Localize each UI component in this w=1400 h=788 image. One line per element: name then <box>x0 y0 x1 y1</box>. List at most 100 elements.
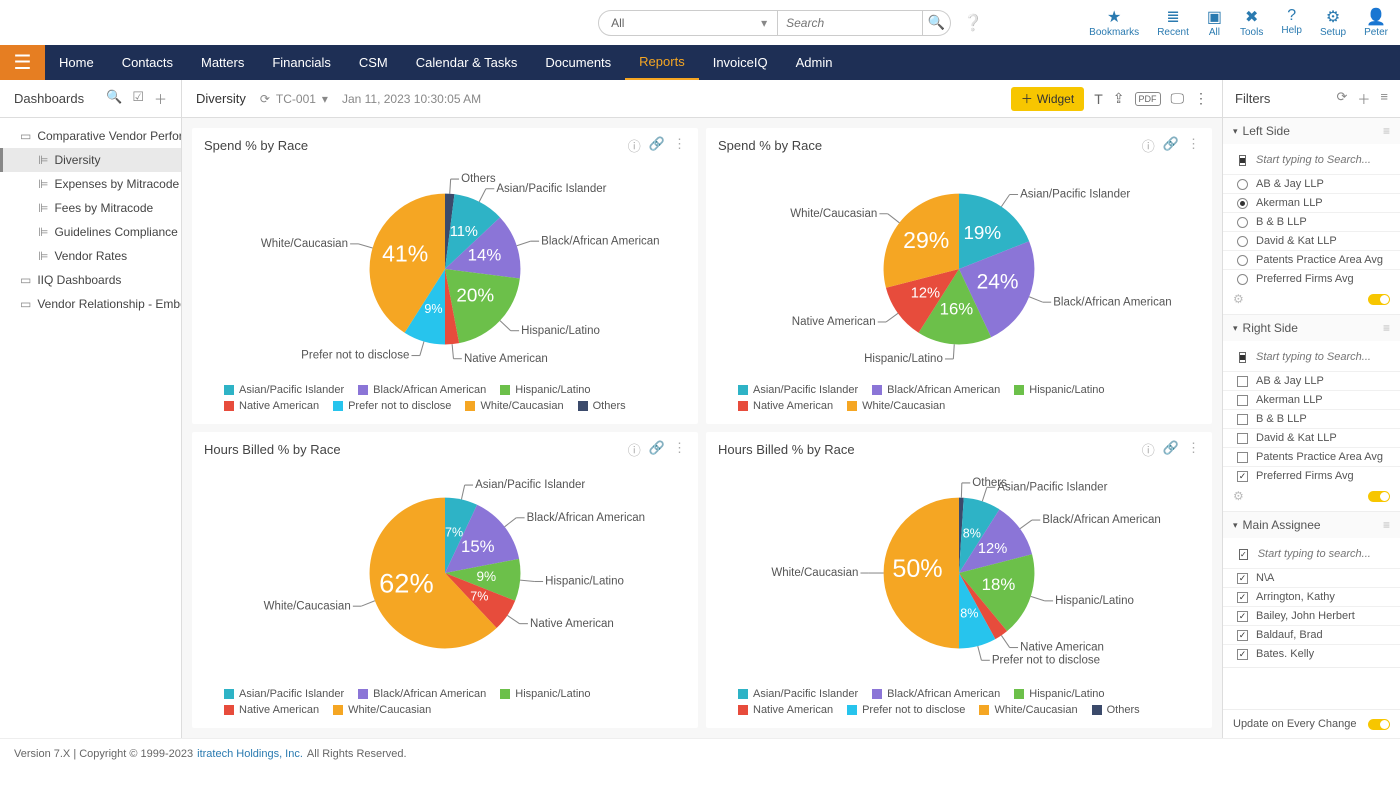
filter-row[interactable]: B & B LLP <box>1223 212 1400 231</box>
filter-row[interactable]: Patents Practice Area Avg <box>1223 250 1400 269</box>
tree-item[interactable]: ▭IIQ Dashboards <box>0 268 181 292</box>
filter-row[interactable]: AB & Jay LLP <box>1223 371 1400 390</box>
filter-row[interactable]: B & B LLP <box>1223 409 1400 428</box>
nav-contacts[interactable]: Contacts <box>108 45 187 80</box>
card-more-icon[interactable]: ⋮ <box>1187 136 1200 155</box>
search-input[interactable] <box>778 10 923 36</box>
update-toggle[interactable] <box>1368 719 1390 730</box>
select-all-check[interactable] <box>1239 352 1246 363</box>
group-toggle[interactable] <box>1368 294 1390 305</box>
hamburger-icon[interactable]: ☰ <box>0 45 45 80</box>
checkbox-icon[interactable] <box>1237 630 1248 641</box>
radio-icon[interactable] <box>1237 274 1248 285</box>
filter-search-input[interactable] <box>1254 544 1400 564</box>
nav-calendar-tasks[interactable]: Calendar & Tasks <box>402 45 532 80</box>
top-icon-recent[interactable]: ≣Recent <box>1157 7 1189 38</box>
add-widget-button[interactable]: ＋ Widget <box>1011 87 1084 111</box>
checkbox-icon[interactable] <box>1237 471 1248 482</box>
nav-invoiceiq[interactable]: InvoiceIQ <box>699 45 782 80</box>
tc-selector[interactable]: ⟳ TC-001 ▾ <box>260 92 328 106</box>
filter-row[interactable]: Akerman LLP <box>1223 390 1400 409</box>
filter-search-input[interactable] <box>1252 347 1400 367</box>
checkbox-icon[interactable] <box>1237 573 1248 584</box>
nav-admin[interactable]: Admin <box>782 45 847 80</box>
filter-group-head[interactable]: ▾Main Assignee≡ <box>1223 512 1400 538</box>
refresh-icon[interactable]: ⟳ <box>1336 89 1347 108</box>
nav-home[interactable]: Home <box>45 45 108 80</box>
tree-item[interactable]: ⊫Guidelines Compliance <box>0 220 181 244</box>
filter-row[interactable]: Akerman LLP <box>1223 193 1400 212</box>
link-icon[interactable]: 🔗 <box>649 440 665 459</box>
filter-row[interactable]: Bailey, John Herbert <box>1223 606 1400 625</box>
checkbox-icon[interactable] <box>1237 395 1248 406</box>
menu-icon[interactable]: ≡ <box>1380 89 1388 108</box>
text-icon[interactable]: T <box>1094 91 1103 107</box>
select-all-check[interactable] <box>1239 549 1248 560</box>
filter-row[interactable]: N\A <box>1223 568 1400 587</box>
radio-icon[interactable] <box>1237 255 1248 266</box>
checkbox-icon[interactable] <box>1237 414 1248 425</box>
card-more-icon[interactable]: ⋮ <box>1187 440 1200 459</box>
top-icon-help[interactable]: ?Help <box>1281 7 1302 38</box>
nav-matters[interactable]: Matters <box>187 45 258 80</box>
nav-documents[interactable]: Documents <box>531 45 625 80</box>
link-icon[interactable]: 🔗 <box>1163 136 1179 155</box>
link-icon[interactable]: 🔗 <box>1163 440 1179 459</box>
info-icon[interactable]: ⓘ <box>628 136 641 155</box>
card-more-icon[interactable]: ⋮ <box>673 440 686 459</box>
tree-item[interactable]: ▭Vendor Relationship - Embed ... <box>0 292 181 316</box>
top-icon-setup[interactable]: ⚙Setup <box>1320 7 1346 38</box>
more-icon[interactable]: ⋮ <box>1194 90 1208 107</box>
filter-group-head[interactable]: ▾Right Side≡ <box>1223 315 1400 341</box>
tree-item[interactable]: ▭Comparative Vendor Performa... <box>0 124 181 148</box>
info-icon[interactable]: ⓘ <box>628 440 641 459</box>
group-toggle[interactable] <box>1368 491 1390 502</box>
filter-row[interactable]: Patents Practice Area Avg <box>1223 447 1400 466</box>
top-icon-peter[interactable]: 👤Peter <box>1364 7 1388 38</box>
radio-icon[interactable] <box>1237 179 1248 190</box>
checkbox-icon[interactable] <box>1237 611 1248 622</box>
filter-row[interactable]: AB & Jay LLP <box>1223 174 1400 193</box>
help-icon[interactable]: ❔ <box>963 13 983 33</box>
filter-group-head[interactable]: ▾Left Side≡ <box>1223 118 1400 144</box>
checkbox-icon[interactable] <box>1237 592 1248 603</box>
export-icon[interactable]: ⇪ <box>1113 90 1125 107</box>
gear-icon[interactable]: ⚙ <box>1233 292 1244 306</box>
add-icon[interactable]: ＋ <box>154 89 167 108</box>
radio-icon[interactable] <box>1237 236 1248 247</box>
top-icon-all[interactable]: ▣All <box>1207 7 1222 38</box>
check-icon[interactable]: ☑ <box>132 89 144 108</box>
filter-row[interactable]: Preferred Firms Avg <box>1223 466 1400 485</box>
search-icon[interactable]: 🔍 <box>106 89 122 108</box>
checkbox-icon[interactable] <box>1237 649 1248 660</box>
select-all-check[interactable] <box>1239 155 1246 166</box>
pdf-icon[interactable]: PDF <box>1135 92 1161 106</box>
checkbox-icon[interactable] <box>1237 433 1248 444</box>
card-more-icon[interactable]: ⋮ <box>673 136 686 155</box>
nav-reports[interactable]: Reports <box>625 45 699 80</box>
filter-search-input[interactable] <box>1252 150 1400 170</box>
filter-row[interactable]: David & Kat LLP <box>1223 428 1400 447</box>
top-icon-bookmarks[interactable]: ★Bookmarks <box>1089 7 1139 38</box>
gear-icon[interactable]: ⚙ <box>1233 489 1244 503</box>
filter-row[interactable]: Baldauf, Brad <box>1223 625 1400 644</box>
nav-financials[interactable]: Financials <box>258 45 345 80</box>
nav-csm[interactable]: CSM <box>345 45 402 80</box>
add-filter-icon[interactable]: ＋ <box>1357 89 1370 108</box>
link-icon[interactable]: 🔗 <box>649 136 665 155</box>
filter-row[interactable]: Bates. Kelly <box>1223 644 1400 663</box>
search-button[interactable]: 🔍 <box>923 10 951 36</box>
filter-row[interactable]: Preferred Firms Avg <box>1223 269 1400 288</box>
filter-row[interactable]: David & Kat LLP <box>1223 231 1400 250</box>
tree-item[interactable]: ⊫Vendor Rates <box>0 244 181 268</box>
radio-icon[interactable] <box>1237 198 1248 209</box>
info-icon[interactable]: ⓘ <box>1142 136 1155 155</box>
top-icon-tools[interactable]: ✖Tools <box>1240 7 1263 38</box>
tree-item[interactable]: ⊫Expenses by Mitracode <box>0 172 181 196</box>
info-icon[interactable]: ⓘ <box>1142 440 1155 459</box>
checkbox-icon[interactable] <box>1237 376 1248 387</box>
search-scope-select[interactable]: All <box>598 10 778 36</box>
radio-icon[interactable] <box>1237 217 1248 228</box>
filter-row[interactable]: Arrington, Kathy <box>1223 587 1400 606</box>
tree-item[interactable]: ⊫Fees by Mitracode <box>0 196 181 220</box>
